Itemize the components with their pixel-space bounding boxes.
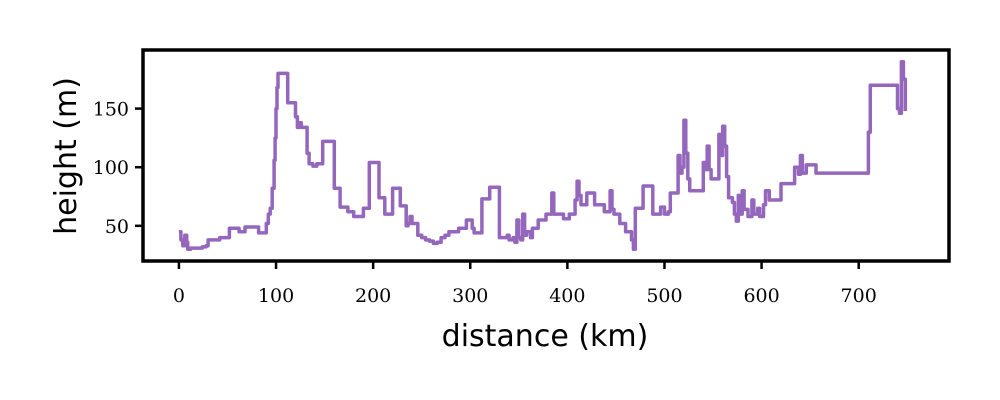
x-axis-label: distance (km) [442, 319, 649, 354]
x-tick-label: 400 [549, 285, 585, 307]
y-tick-label: 50 [105, 216, 129, 238]
y-tick-label: 150 [93, 99, 129, 121]
x-tick-label: 600 [743, 285, 779, 307]
series-line-0 [178, 59, 908, 252]
plot-area-frame [141, 48, 951, 263]
y-axis-label: height (m) [49, 77, 84, 235]
y-tick-label: 100 [93, 157, 129, 179]
x-tick-label: 500 [646, 285, 682, 307]
x-tick-label: 300 [452, 285, 488, 307]
x-tick-label: 100 [258, 285, 294, 307]
x-tick-label: 700 [841, 285, 877, 307]
x-tick-label: 200 [355, 285, 391, 307]
x-tick-label: 0 [173, 285, 185, 307]
